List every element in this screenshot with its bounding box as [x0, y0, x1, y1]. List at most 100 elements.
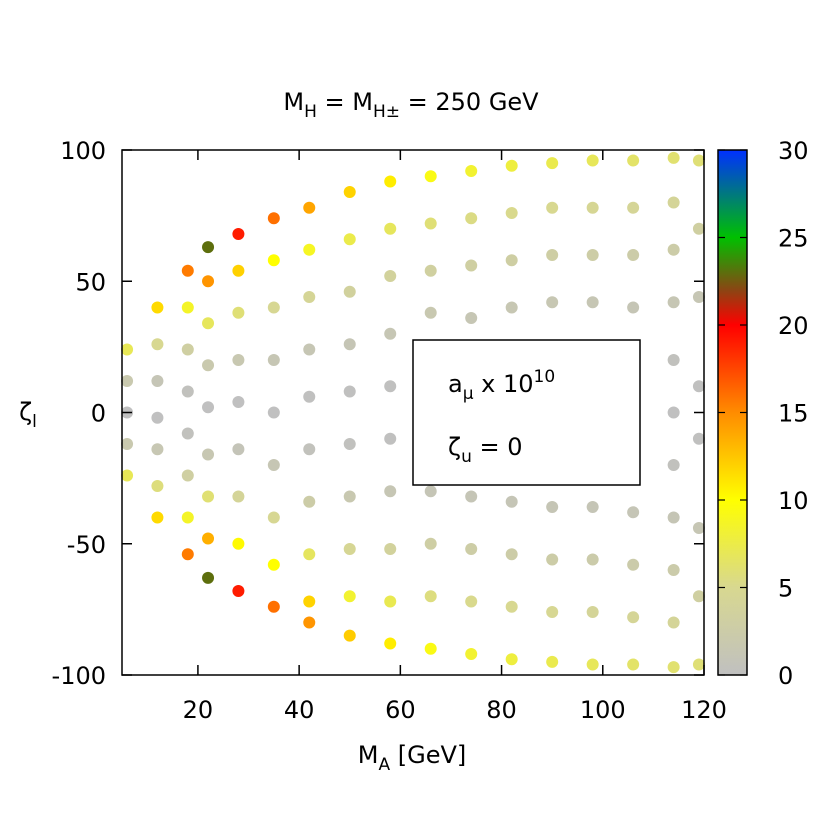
point [343, 438, 356, 450]
point [121, 343, 134, 356]
point [424, 170, 437, 183]
colorbar-tick-label: 10 [778, 487, 809, 515]
point [232, 264, 245, 277]
point [384, 222, 397, 235]
point [267, 600, 280, 613]
point [384, 637, 397, 650]
point [384, 543, 397, 555]
y-tick-label: -50 [67, 531, 106, 559]
point [505, 548, 518, 561]
point [424, 537, 437, 550]
point [505, 159, 518, 172]
point [667, 511, 680, 524]
point [505, 207, 518, 219]
x-tick-label: 40 [284, 696, 315, 724]
point [343, 629, 356, 642]
point [303, 291, 316, 303]
point [202, 532, 215, 545]
point [343, 186, 356, 198]
chart-title: MH = MH± = 250 GeV [283, 88, 539, 122]
point [202, 317, 215, 330]
y-axis-label: ζl [19, 398, 37, 432]
point [384, 327, 397, 340]
point [627, 506, 640, 519]
y-tick-label: 0 [91, 400, 106, 428]
point [627, 154, 640, 167]
point [424, 217, 437, 230]
x-axis-label: MA [GeV] [358, 741, 467, 775]
y-tick-label: 100 [60, 137, 106, 165]
point [667, 243, 680, 256]
point [181, 343, 194, 356]
point [181, 469, 194, 482]
point [343, 590, 356, 603]
annotation: aμ x 1010 [448, 367, 555, 404]
point [505, 301, 518, 314]
point [303, 495, 316, 508]
point [121, 469, 134, 482]
point [586, 249, 599, 261]
annotation-part: ζ [448, 433, 461, 461]
point [384, 175, 397, 188]
point [343, 490, 356, 503]
title-part: = M [317, 88, 373, 116]
point [586, 296, 599, 309]
point [181, 301, 194, 314]
point [267, 406, 280, 419]
point [202, 490, 215, 503]
x-tick-label: 20 [183, 696, 214, 724]
point [586, 501, 599, 513]
point [181, 548, 194, 561]
point [232, 585, 245, 597]
point [303, 595, 316, 608]
point [202, 275, 215, 288]
point [151, 411, 164, 424]
point [627, 249, 640, 261]
point [151, 480, 164, 492]
point [692, 291, 705, 303]
point [384, 485, 397, 498]
point [586, 201, 599, 214]
point [343, 338, 356, 351]
point [232, 306, 245, 319]
point [232, 228, 245, 240]
point [667, 196, 680, 209]
point [586, 154, 599, 167]
colorbar-tick-label: 25 [778, 225, 809, 253]
point [151, 301, 164, 314]
point [546, 553, 559, 566]
point [692, 522, 705, 534]
point [303, 201, 316, 214]
point [667, 354, 680, 366]
point [424, 590, 437, 603]
title-part: = 250 GeV [400, 88, 539, 116]
point [546, 501, 559, 513]
point [465, 490, 478, 503]
point [343, 285, 356, 298]
point [586, 553, 599, 566]
point [692, 590, 705, 603]
annotation: ζu = 0 [448, 433, 522, 467]
point [121, 375, 134, 387]
point [505, 495, 518, 508]
point [384, 432, 397, 445]
point [202, 571, 215, 584]
annotation-part: = 0 [472, 433, 523, 461]
point [303, 548, 316, 561]
label-part: A [378, 755, 390, 775]
point [692, 222, 705, 235]
point [424, 642, 437, 655]
point [181, 427, 194, 440]
point [202, 448, 215, 461]
point [267, 511, 280, 524]
point [627, 658, 640, 671]
point [267, 212, 280, 225]
point [267, 459, 280, 471]
x-tick-label: 60 [385, 696, 416, 724]
point [303, 343, 316, 356]
point [303, 443, 316, 456]
point [692, 658, 705, 671]
point [667, 151, 680, 164]
point [667, 616, 680, 629]
point [465, 543, 478, 555]
